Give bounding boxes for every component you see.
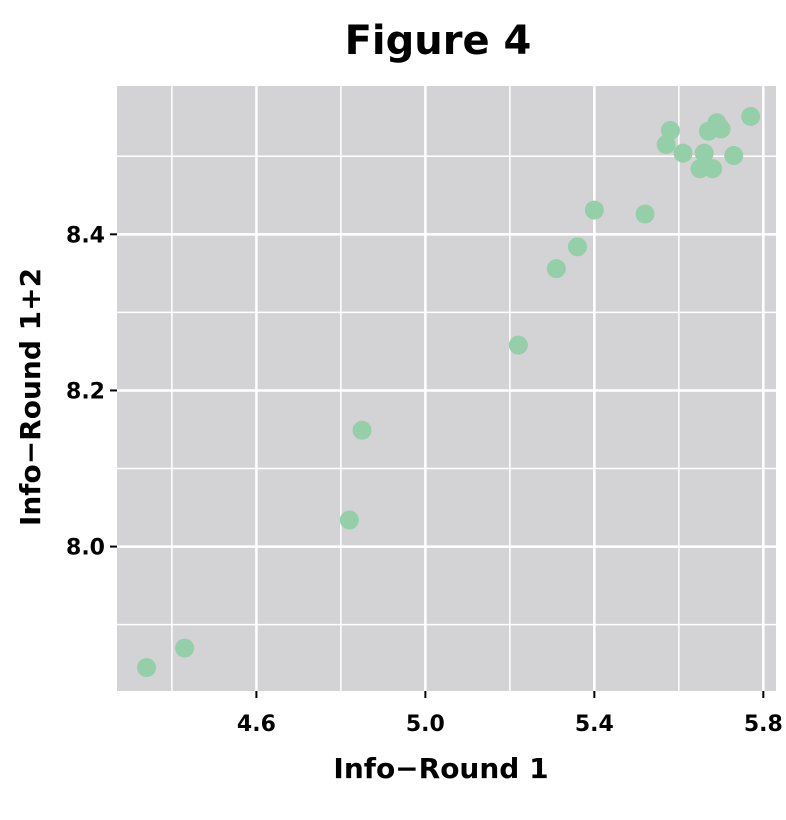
- data-point: [175, 638, 195, 658]
- data-point: [137, 658, 157, 678]
- data-point: [339, 510, 359, 530]
- y-tick-label: 8.4: [66, 223, 105, 248]
- data-point: [703, 159, 723, 179]
- data-point: [660, 120, 680, 140]
- y-tick-label: 8.2: [66, 379, 105, 404]
- data-point: [635, 204, 655, 224]
- data-point: [567, 237, 587, 257]
- data-point: [673, 143, 693, 163]
- data-point: [694, 143, 714, 163]
- x-tick-label: 4.6: [237, 712, 276, 737]
- y-tick-label: 8.0: [66, 536, 105, 561]
- plot-background: [117, 86, 776, 691]
- chart-title: Figure 4: [345, 18, 532, 64]
- data-point: [546, 259, 566, 279]
- x-tick-label: 5.0: [406, 712, 445, 737]
- data-point: [711, 119, 731, 139]
- x-axis-label: Info−Round 1: [333, 752, 548, 785]
- data-points: [137, 106, 761, 678]
- data-point: [724, 145, 744, 165]
- x-tick-label: 5.8: [744, 712, 783, 737]
- data-point: [584, 200, 604, 220]
- x-tick-label: 5.4: [575, 712, 614, 737]
- y-axis-label: Info−Round 1+2: [14, 268, 47, 526]
- data-point: [741, 106, 761, 126]
- data-point: [352, 420, 372, 440]
- y-axis: 8.0 8.2 8.4: [66, 223, 117, 561]
- x-axis: 4.6 5.0 5.4 5.8: [237, 691, 783, 737]
- data-point: [508, 335, 528, 355]
- grid-lines: [117, 86, 776, 691]
